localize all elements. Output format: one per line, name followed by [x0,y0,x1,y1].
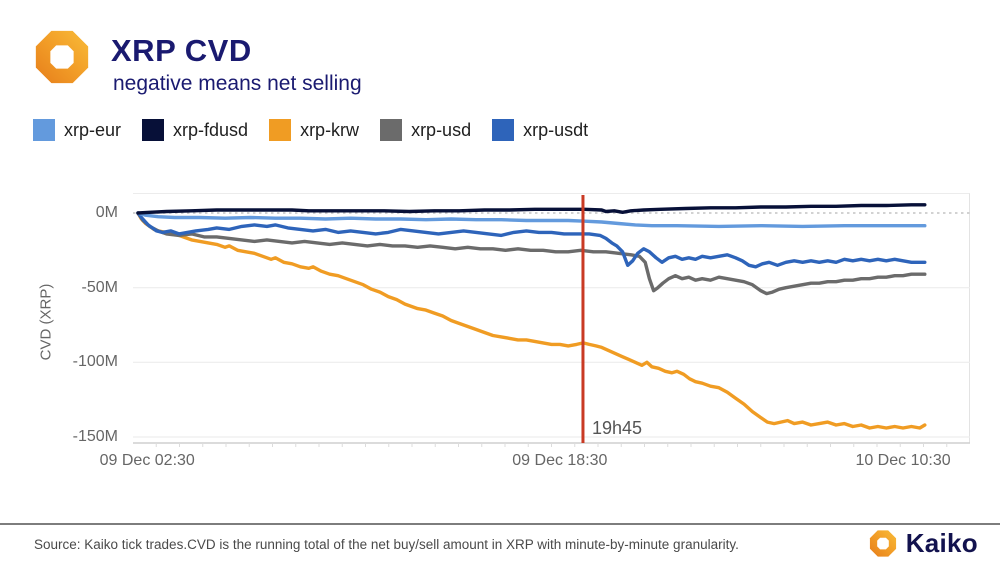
y-tick-label: 0M [95,204,118,221]
legend-label: xrp-krw [300,119,360,140]
legend-item-xrp-krw: xrp-krw [269,119,359,141]
legend-swatch-icon [269,119,292,141]
series-line-xrp-eur [136,211,927,229]
legend-label: xrp-usdt [523,119,589,140]
event-marker-label: 19h45 [592,418,642,438]
x-tick-label: 09 Dec 18:30 [512,452,608,469]
chart-legend: xrp-eur xrp-fdusd xrp-krw xrp-usd xrp-usdt [33,119,609,141]
x-tick-label: 10 Dec 10:30 [855,452,951,469]
legend-item-xrp-eur: xrp-eur [33,119,121,141]
legend-item-xrp-usdt: xrp-usdt [492,119,588,141]
series-line-xrp-usdt [136,211,927,269]
page-title: XRP CVD [111,33,252,68]
source-note: Source: Kaiko tick trades.CVD is the run… [34,537,739,552]
footer-brand: Kaiko [866,528,978,559]
y-tick-label: -50M [81,278,118,296]
legend-label: xrp-usd [411,119,472,140]
plot-svg: 19h45 [133,193,970,447]
footer-divider [0,523,1000,525]
series-line-xrp-fdusd [136,203,927,215]
brand-name: Kaiko [905,528,978,558]
y-tick-label: -100M [72,353,118,371]
x-tick-label: 09 Dec 02:30 [99,452,195,469]
legend-item-xrp-fdusd: xrp-fdusd [142,119,248,141]
legend-label: xrp-fdusd [173,119,249,140]
series-line-xrp-usd [136,211,927,296]
legend-swatch-icon [33,119,55,141]
page-subtitle: negative means net selling [113,72,362,95]
kaiko-logo-small [866,528,899,559]
y-tick-label: -150M [72,427,118,445]
legend-label: xrp-eur [64,119,122,140]
legend-swatch-icon [380,119,403,141]
legend-item-xrp-usd: xrp-usd [380,119,471,141]
kaiko-logo [30,26,94,88]
legend-swatch-icon [492,119,515,141]
series-line-xrp-krw [136,211,927,430]
legend-swatch-icon [142,119,165,141]
